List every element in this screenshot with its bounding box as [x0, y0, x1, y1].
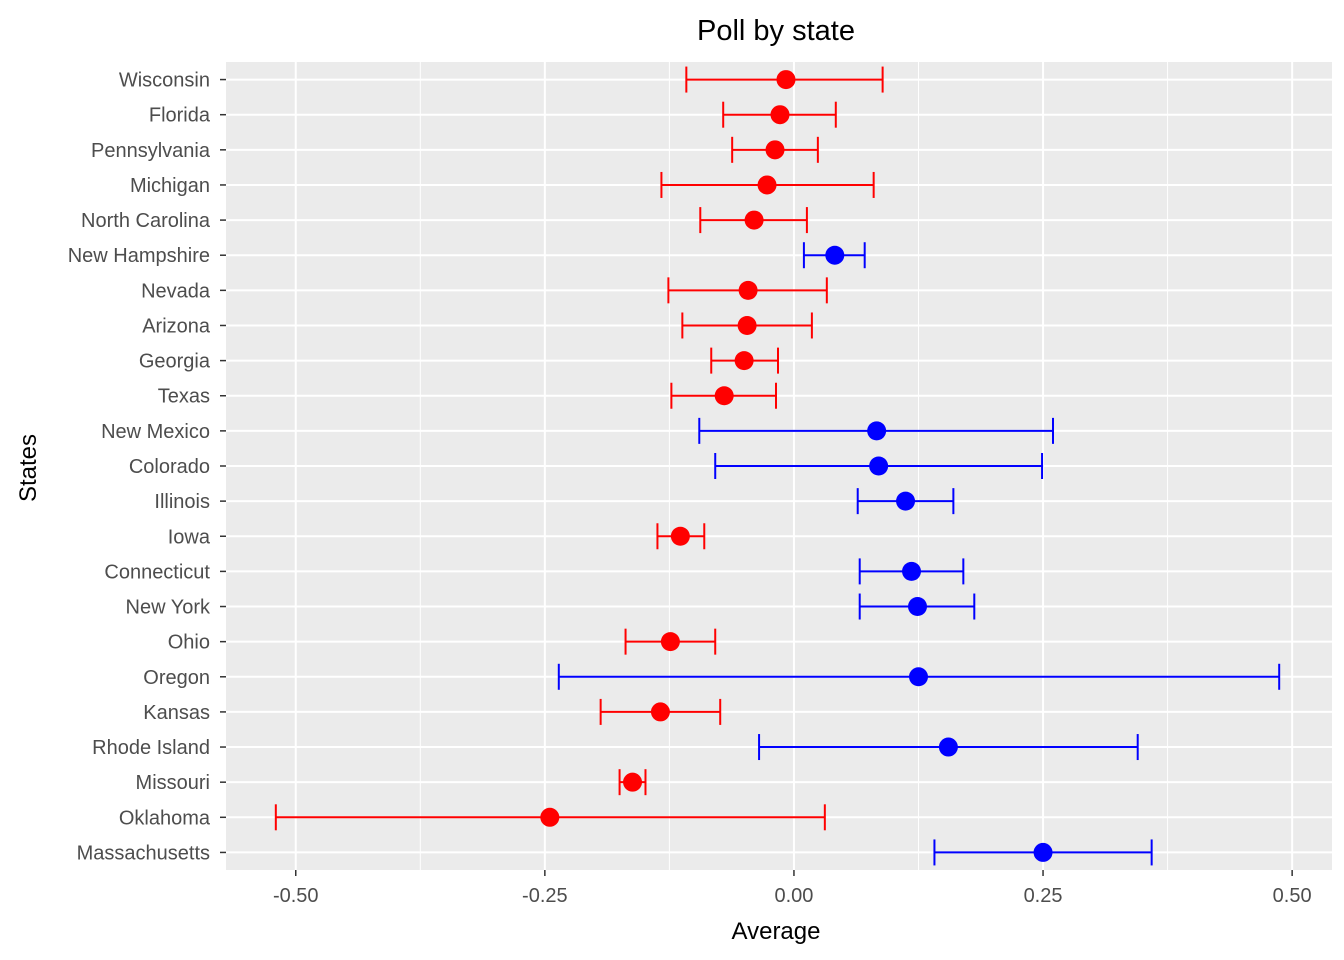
data-point	[776, 70, 796, 90]
x-tick-label: -0.25	[522, 885, 568, 907]
data-point	[825, 245, 845, 265]
data-point	[896, 491, 916, 511]
data-point	[757, 175, 777, 195]
x-tick-label: 0.25	[1024, 885, 1063, 907]
y-tick-label: Rhode Island	[92, 737, 210, 759]
y-tick-label: Connecticut	[104, 561, 210, 583]
x-axis: -0.50 -0.25 0.00 0.25 0.50	[273, 870, 1312, 907]
data-point	[738, 280, 758, 300]
data-point	[650, 702, 670, 722]
data-point	[902, 561, 922, 581]
data-point	[1033, 842, 1053, 862]
y-tick-label: Massachusetts	[77, 842, 210, 864]
data-point	[660, 632, 680, 652]
y-tick-label: Florida	[149, 105, 211, 127]
data-point	[869, 456, 889, 476]
y-axis: Wisconsin Florida Pennsylvania Michigan Nort…	[68, 70, 226, 864]
y-tick-label: New Mexico	[101, 421, 210, 443]
data-point	[737, 315, 757, 335]
y-tick-label: Iowa	[168, 526, 211, 548]
data-point	[908, 667, 928, 687]
data-point	[623, 772, 643, 792]
y-axis-title: States	[15, 434, 42, 502]
chart-title: Poll by state	[697, 15, 855, 47]
data-point	[907, 597, 927, 617]
y-tick-label: Ohio	[168, 632, 210, 654]
y-tick-label: Illinois	[154, 491, 210, 513]
y-tick-label: North Carolina	[81, 210, 211, 232]
data-point	[540, 807, 560, 827]
y-tick-label: New Hampshire	[68, 245, 210, 267]
x-tick-label: 0.00	[774, 885, 813, 907]
y-tick-label: Kansas	[143, 702, 210, 724]
y-tick-label: Oklahoma	[119, 807, 211, 829]
data-point	[744, 210, 764, 230]
x-tick-label: -0.50	[273, 885, 319, 907]
y-tick-label: Colorado	[129, 456, 210, 478]
y-tick-label: Georgia	[139, 351, 211, 373]
y-tick-label: Pennsylvania	[91, 140, 211, 162]
y-tick-label: Nevada	[141, 280, 211, 302]
data-point	[670, 526, 690, 546]
y-tick-label: Missouri	[136, 772, 210, 794]
x-tick-label: 0.50	[1273, 885, 1312, 907]
data-points	[540, 70, 1053, 862]
y-tick-label: Texas	[158, 386, 210, 408]
y-tick-label: Michigan	[130, 175, 210, 197]
data-point	[734, 351, 754, 371]
y-tick-label: Oregon	[143, 667, 210, 689]
data-point	[938, 737, 958, 757]
y-tick-label: Arizona	[142, 315, 211, 337]
y-tick-label: Wisconsin	[119, 70, 210, 92]
data-point	[765, 140, 785, 160]
data-point	[770, 105, 790, 125]
x-axis-title: Average	[732, 918, 821, 945]
data-point	[867, 421, 887, 441]
y-tick-label: New York	[126, 597, 211, 619]
data-point	[714, 386, 734, 406]
